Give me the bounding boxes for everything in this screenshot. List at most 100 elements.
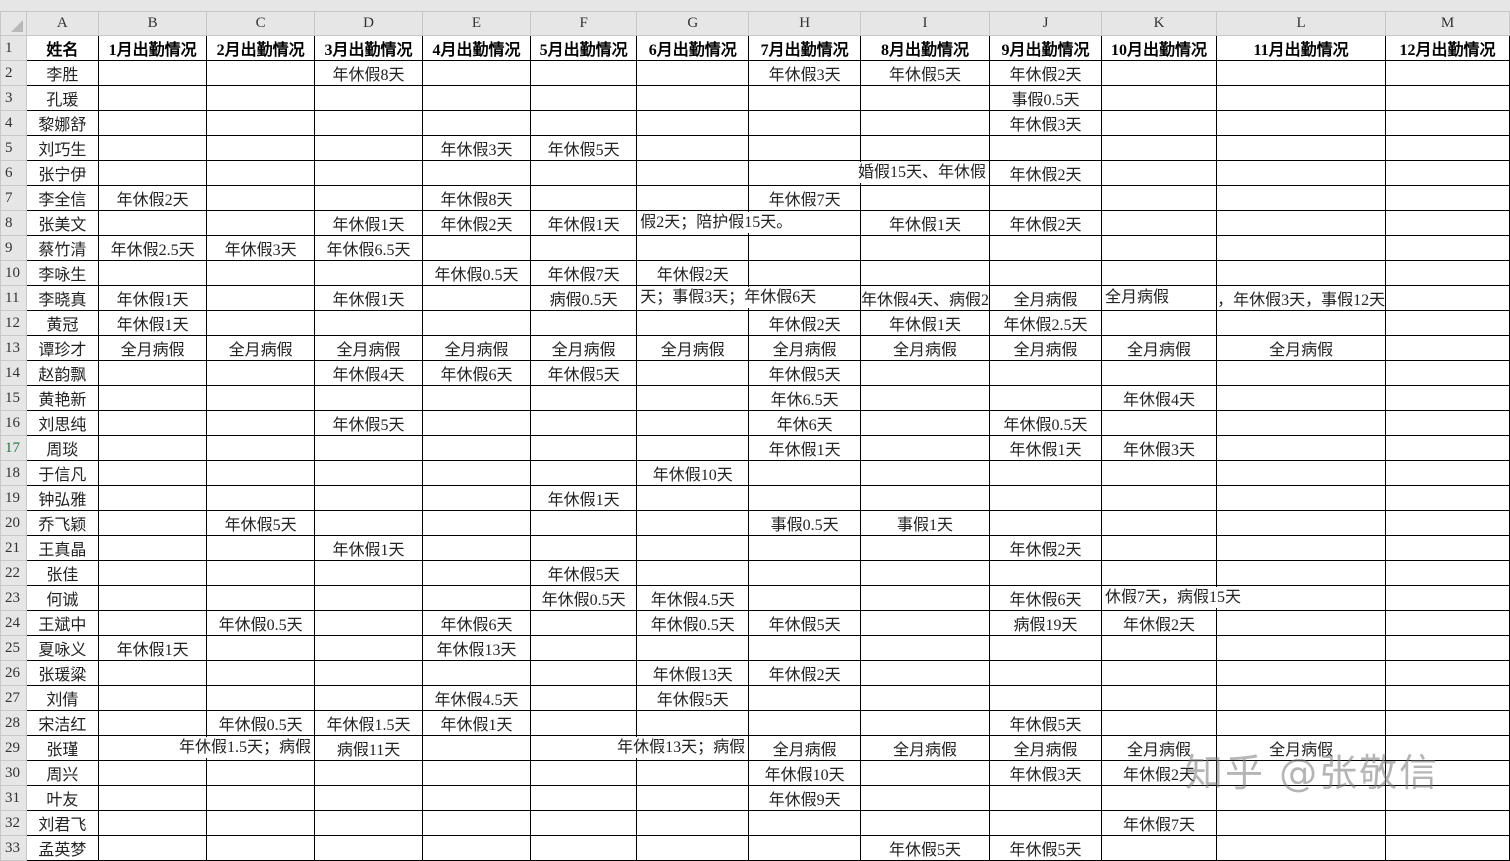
cell-C15[interactable]	[206, 385, 316, 411]
cell-J27[interactable]	[989, 685, 1102, 711]
cell-A15[interactable]: 黄艳新	[25, 385, 100, 411]
cell-I23[interactable]	[860, 585, 991, 611]
cell-E16[interactable]	[422, 410, 531, 436]
cell-K18[interactable]	[1100, 460, 1218, 486]
cell-F18[interactable]	[529, 460, 638, 486]
cell-I9[interactable]	[860, 235, 991, 261]
cell-C9[interactable]: 年休假3天	[206, 235, 316, 261]
cell-J2[interactable]: 年休假2天	[989, 60, 1102, 86]
cell-M22[interactable]	[1385, 560, 1510, 586]
cell-M8[interactable]	[1385, 210, 1510, 236]
row-header-20[interactable]: 20	[0, 510, 27, 536]
cell-F6[interactable]	[529, 160, 638, 186]
cell-M18[interactable]	[1385, 460, 1510, 486]
cell-H4[interactable]	[748, 110, 862, 136]
cell-F32[interactable]	[529, 810, 638, 836]
cell-M19[interactable]	[1385, 485, 1510, 511]
cell-J22[interactable]	[989, 560, 1102, 586]
cell-H5[interactable]	[748, 135, 862, 161]
cell-C32[interactable]	[206, 810, 316, 836]
cell-B9[interactable]: 年休假2.5天	[98, 235, 208, 261]
cell-C11[interactable]	[206, 285, 316, 311]
cell-L18[interactable]	[1216, 460, 1387, 486]
cell-L6[interactable]	[1216, 160, 1387, 186]
cell-E2[interactable]	[422, 60, 531, 86]
cell-A16[interactable]: 刘思纯	[25, 410, 100, 436]
cell-B10[interactable]	[98, 260, 208, 286]
cell-C13[interactable]: 全月病假	[206, 335, 316, 361]
cell-F2[interactable]	[529, 60, 638, 86]
cell-B17[interactable]	[98, 435, 208, 461]
cell-G4[interactable]	[636, 110, 750, 136]
cell-B7[interactable]: 年休假2天	[98, 185, 208, 211]
cell-K11[interactable]: 全月病假	[1100, 285, 1218, 311]
cell-E11[interactable]	[422, 285, 531, 311]
cell-E12[interactable]	[422, 310, 531, 336]
cell-B24[interactable]	[98, 610, 208, 636]
cell-G29[interactable]: 年休假13天；病假	[615, 735, 750, 761]
row-header-13[interactable]: 13	[0, 335, 27, 361]
cell-K17[interactable]: 年休假3天	[1100, 435, 1218, 461]
cell-G18[interactable]: 年休假10天	[636, 460, 750, 486]
cell-A22[interactable]: 张佳	[25, 560, 100, 586]
cell-E6[interactable]	[422, 160, 531, 186]
cell-L29[interactable]: 全月病假	[1216, 735, 1387, 761]
cell-E26[interactable]	[422, 660, 531, 686]
cell-K28[interactable]	[1100, 710, 1218, 736]
row-header-24[interactable]: 24	[0, 610, 27, 636]
row-header-2[interactable]: 2	[0, 60, 27, 86]
cell-E15[interactable]	[422, 385, 531, 411]
cell-M5[interactable]	[1385, 135, 1510, 161]
cell-A21[interactable]: 王真晶	[25, 535, 100, 561]
cell-B16[interactable]	[98, 410, 208, 436]
cell-I8[interactable]: 年休假1天	[860, 210, 991, 236]
cell-K4[interactable]	[1100, 110, 1218, 136]
cell-H31[interactable]: 年休假9天	[748, 785, 862, 811]
cell-M23[interactable]	[1385, 585, 1510, 611]
cell-A13[interactable]: 谭珍才	[25, 335, 100, 361]
cell-J24[interactable]: 病假19天	[989, 610, 1102, 636]
cell-J33[interactable]: 年休假5天	[989, 835, 1102, 861]
cell-J10[interactable]	[989, 260, 1102, 286]
cell-I31[interactable]	[860, 785, 991, 811]
cell-B8[interactable]	[98, 210, 208, 236]
cell-L7[interactable]	[1216, 185, 1387, 211]
cell-B33[interactable]	[98, 835, 208, 861]
column-header-L[interactable]: L	[1216, 11, 1387, 36]
cell-G33[interactable]	[636, 835, 750, 861]
cell-H26[interactable]: 年休假2天	[748, 660, 862, 686]
cell-J19[interactable]	[989, 485, 1102, 511]
cell-L25[interactable]	[1216, 635, 1387, 661]
cell-M32[interactable]	[1385, 810, 1510, 836]
cell-H25[interactable]	[748, 635, 862, 661]
cell-B5[interactable]	[98, 135, 208, 161]
column-header-I[interactable]: I	[860, 11, 991, 36]
cell-J7[interactable]	[989, 185, 1102, 211]
cell-M1[interactable]: 12月出勤情况	[1385, 35, 1510, 61]
cell-K3[interactable]	[1100, 85, 1218, 111]
cell-L9[interactable]	[1216, 235, 1387, 261]
cell-H2[interactable]: 年休假3天	[748, 60, 862, 86]
cell-J30[interactable]: 年休假3天	[989, 760, 1102, 786]
cell-L23[interactable]	[1216, 585, 1387, 611]
cell-E8[interactable]: 年休假2天	[422, 210, 531, 236]
cell-D12[interactable]	[314, 310, 423, 336]
cell-I22[interactable]	[860, 560, 991, 586]
cell-M16[interactable]	[1385, 410, 1510, 436]
cell-I4[interactable]	[860, 110, 991, 136]
cell-F26[interactable]	[529, 660, 638, 686]
cell-D27[interactable]	[314, 685, 423, 711]
cell-L1[interactable]: 11月出勤情况	[1216, 35, 1387, 61]
cell-L27[interactable]	[1216, 685, 1387, 711]
cell-G20[interactable]	[636, 510, 750, 536]
cell-F11[interactable]: 病假0.5天	[529, 285, 638, 311]
row-header-33[interactable]: 33	[0, 835, 27, 861]
cell-G7[interactable]	[636, 185, 750, 211]
row-header-4[interactable]: 4	[0, 110, 27, 136]
cell-E24[interactable]: 年休假6天	[422, 610, 531, 636]
cell-B4[interactable]	[98, 110, 208, 136]
row-header-26[interactable]: 26	[0, 660, 27, 686]
cell-J25[interactable]	[989, 635, 1102, 661]
cell-H15[interactable]: 年休6.5天	[748, 385, 862, 411]
cell-J20[interactable]	[989, 510, 1102, 536]
